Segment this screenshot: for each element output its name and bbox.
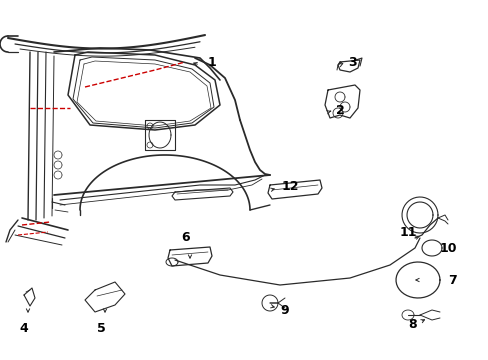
Text: 6: 6 [182, 231, 190, 244]
Text: 11: 11 [399, 225, 417, 238]
Text: 3: 3 [347, 55, 356, 68]
Text: 5: 5 [97, 322, 105, 335]
Text: 12: 12 [282, 180, 299, 193]
Text: 4: 4 [20, 322, 28, 335]
Text: 9: 9 [280, 303, 288, 316]
Text: 1: 1 [207, 55, 216, 68]
Text: 10: 10 [439, 242, 457, 255]
Text: 2: 2 [335, 104, 344, 117]
Text: 7: 7 [447, 274, 456, 287]
Text: 8: 8 [407, 319, 416, 332]
